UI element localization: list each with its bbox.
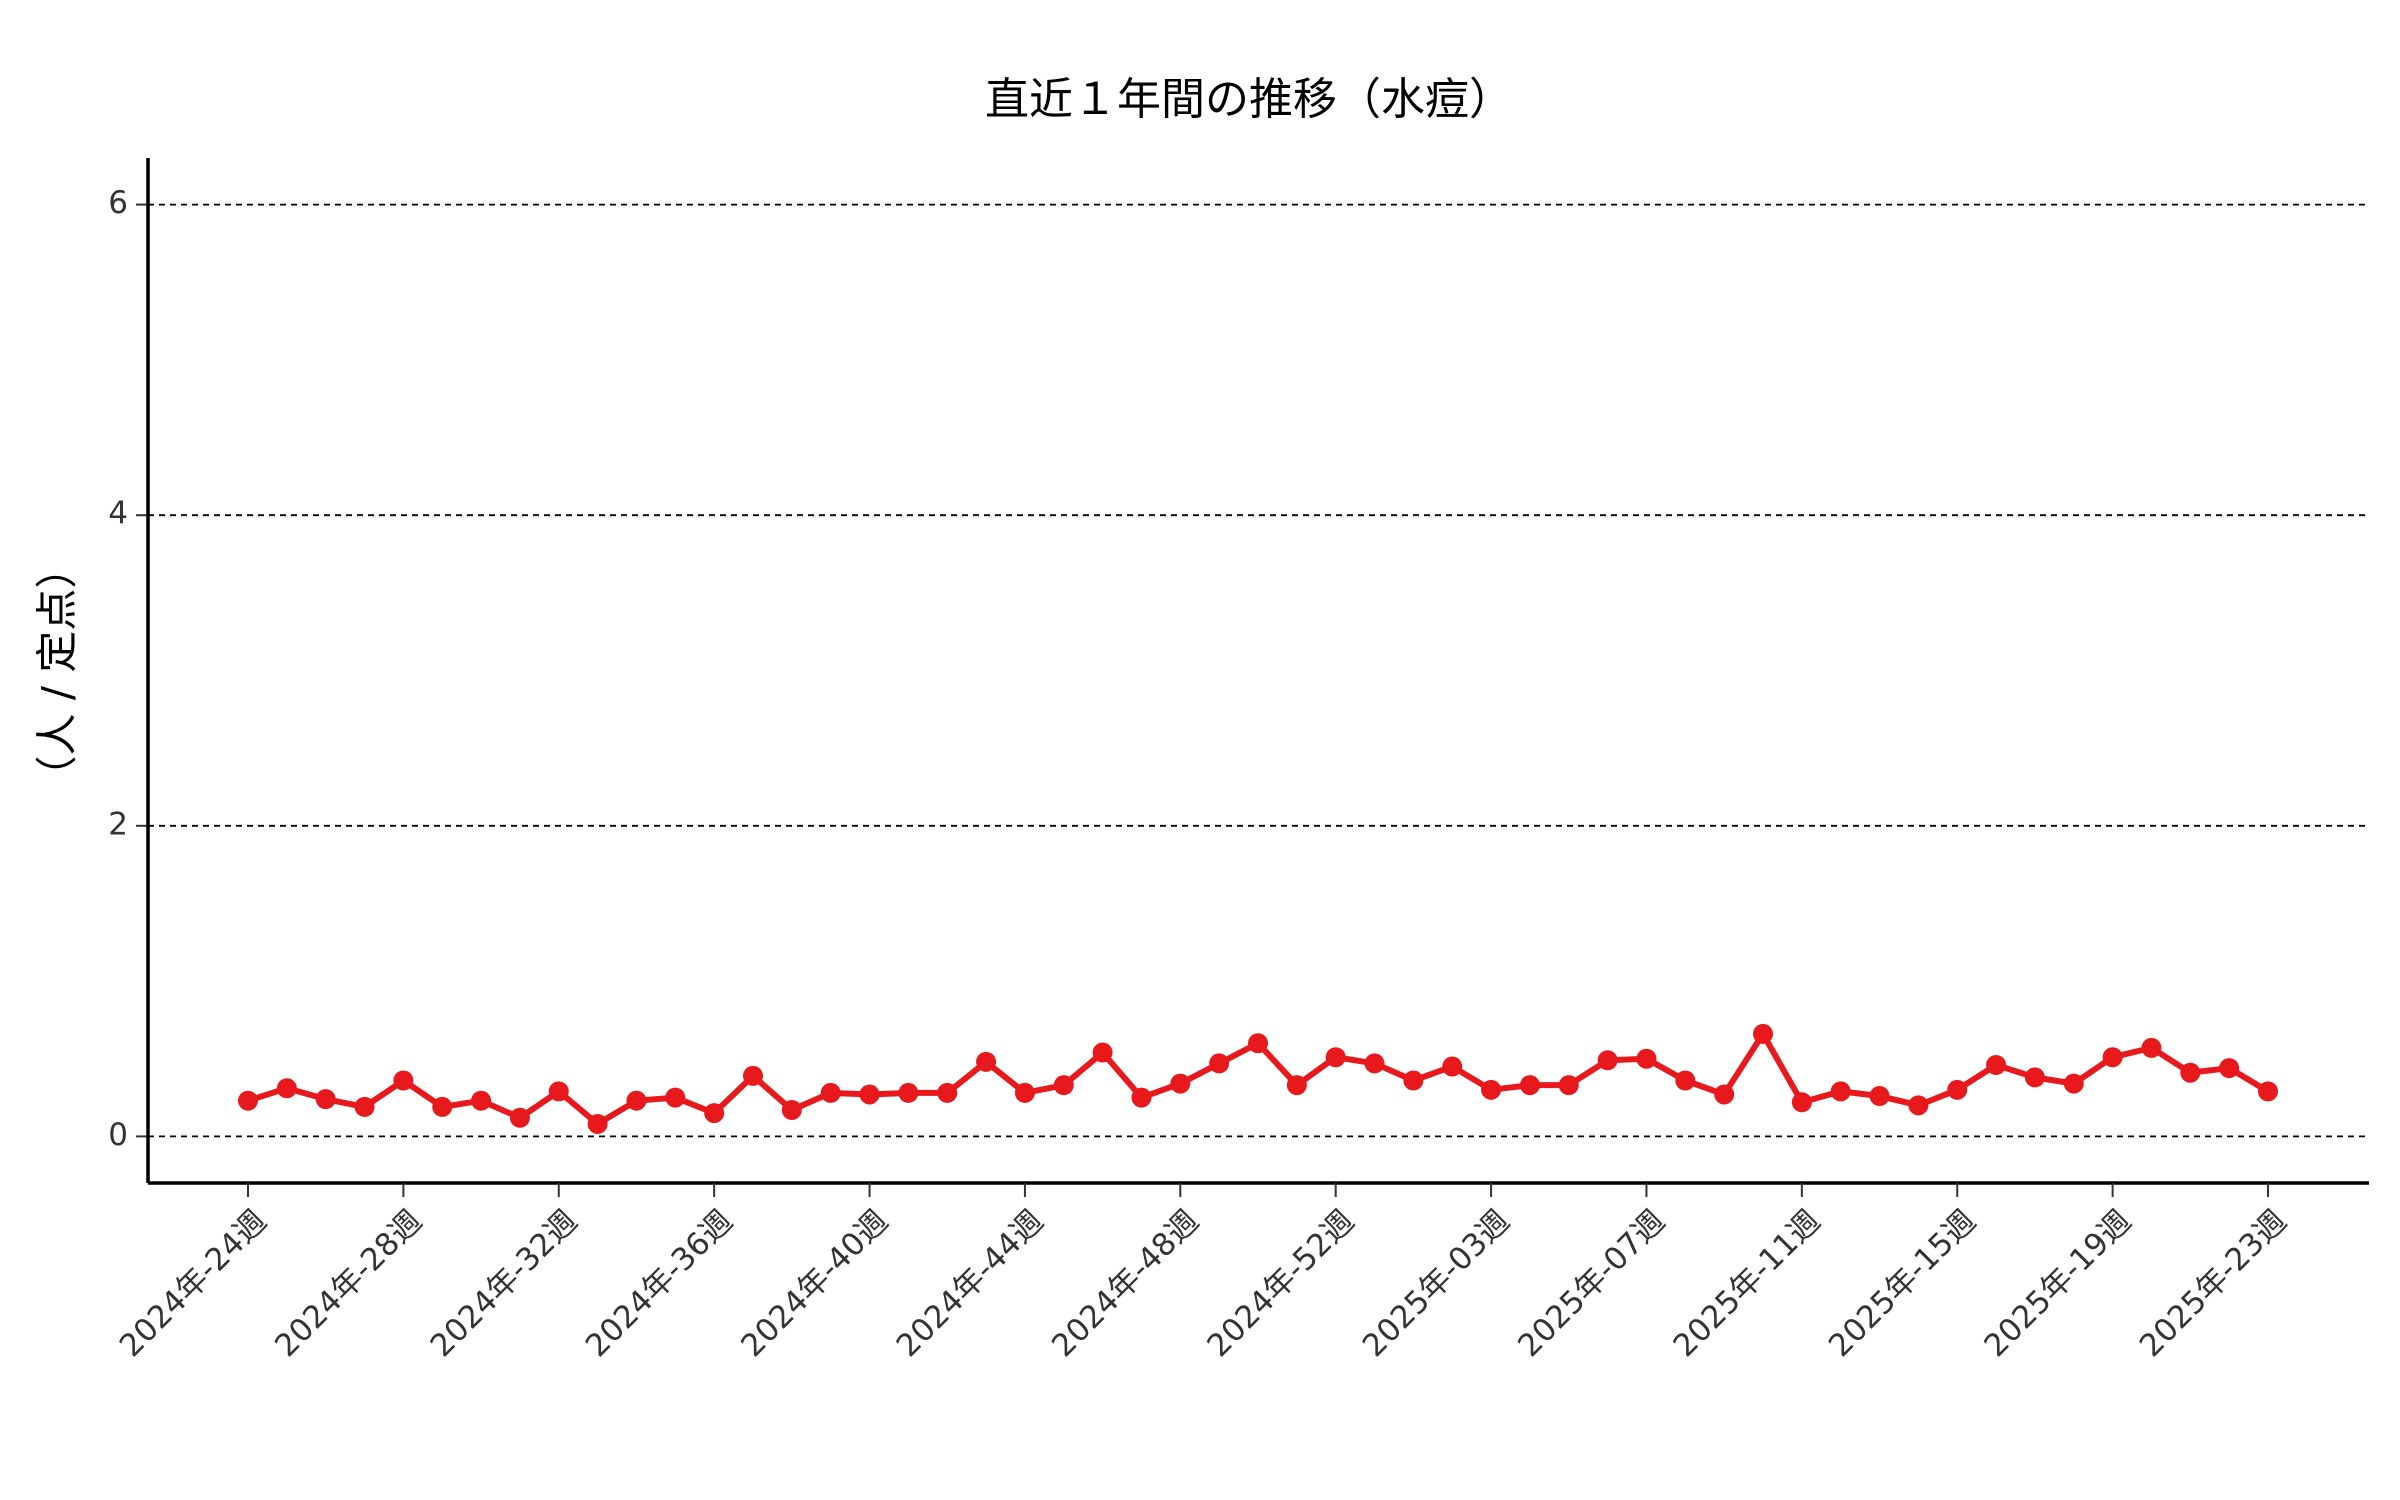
data-point: [393, 1070, 414, 1091]
data-point: [2180, 1062, 2201, 1083]
x-tick-label: 2025年-11週: [1667, 1203, 1828, 1364]
data-point: [665, 1087, 686, 1108]
x-tick-label: 2024年-44週: [890, 1203, 1051, 1364]
data-point: [1519, 1075, 1540, 1096]
data-point: [1908, 1095, 1929, 1116]
x-tick-label: 2025年-03週: [1356, 1203, 1517, 1364]
data-point: [1714, 1084, 1735, 1105]
data-point: [1442, 1056, 1463, 1077]
data-point: [1558, 1075, 1579, 1096]
data-point: [2141, 1037, 2162, 1058]
data-point: [1014, 1082, 1035, 1103]
data-point: [1286, 1075, 1307, 1096]
data-point: [898, 1082, 919, 1103]
data-point: [937, 1082, 958, 1103]
data-point: [2063, 1073, 2084, 1094]
x-tick-label: 2025年-15週: [1822, 1203, 1983, 1364]
y-tick-label: 4: [108, 496, 128, 532]
x-tick-label: 2024年-36週: [579, 1203, 740, 1364]
data-point: [1791, 1092, 1812, 1113]
data-point: [2258, 1081, 2278, 1102]
data-point: [1753, 1023, 1773, 1044]
data-point: [2102, 1047, 2123, 1068]
data-point: [1830, 1081, 1851, 1102]
data-point: [781, 1100, 802, 1121]
data-point: [1248, 1033, 1268, 1054]
data-point: [471, 1090, 492, 1111]
data-point: [1131, 1087, 1152, 1108]
y-tick-label: 0: [108, 1117, 128, 1153]
data-point: [2219, 1058, 2240, 1079]
data-point: [548, 1081, 569, 1102]
chart-title: 直近１年間の推移（水痘）: [985, 74, 1513, 125]
data-point: [587, 1113, 608, 1134]
data-point: [1675, 1070, 1696, 1091]
data-point: [743, 1065, 763, 1086]
data-point: [1403, 1070, 1424, 1091]
x-tick-label: 2024年-32週: [424, 1203, 585, 1364]
data-point: [1170, 1073, 1191, 1094]
x-tick-label: 2024年-40週: [734, 1203, 895, 1364]
data-point: [1636, 1048, 1657, 1069]
data-point: [1481, 1079, 1502, 1100]
x-tick-label: 2024年-28週: [268, 1203, 429, 1364]
data-point: [1947, 1079, 1968, 1100]
x-tick-label: 2025年-07週: [1511, 1203, 1672, 1364]
data-point: [704, 1103, 725, 1124]
y-tick-label: 2: [108, 806, 128, 842]
data-point: [315, 1089, 336, 1110]
data-point: [1325, 1047, 1346, 1068]
data-point: [238, 1090, 258, 1111]
y-axis-title: （人 / 定点）: [33, 547, 82, 798]
data-point: [820, 1082, 841, 1103]
data-point: [1092, 1042, 1113, 1063]
data-point: [1597, 1050, 1618, 1071]
x-tick-label: 2024年-48週: [1045, 1203, 1206, 1364]
x-tick-label: 2025年-19週: [1977, 1203, 2138, 1364]
x-tick-label: 2024年-52週: [1200, 1203, 1361, 1364]
data-point: [1053, 1075, 1074, 1096]
data-point: [1986, 1054, 2007, 1075]
data-point: [1364, 1053, 1385, 1074]
data-point: [2024, 1067, 2045, 1088]
data-point: [859, 1084, 880, 1105]
data-point: [509, 1107, 530, 1128]
data-point: [1869, 1086, 1890, 1107]
data-point: [432, 1096, 453, 1117]
y-tick-label: 6: [108, 185, 128, 221]
data-point: [626, 1090, 647, 1111]
data-point: [976, 1051, 997, 1072]
data-point: [276, 1078, 297, 1099]
x-tick-label: 2024年-24週: [113, 1203, 274, 1364]
data-point: [354, 1096, 375, 1117]
data-point: [1209, 1053, 1230, 1074]
x-tick-label: 2025年-23週: [2133, 1203, 2294, 1364]
